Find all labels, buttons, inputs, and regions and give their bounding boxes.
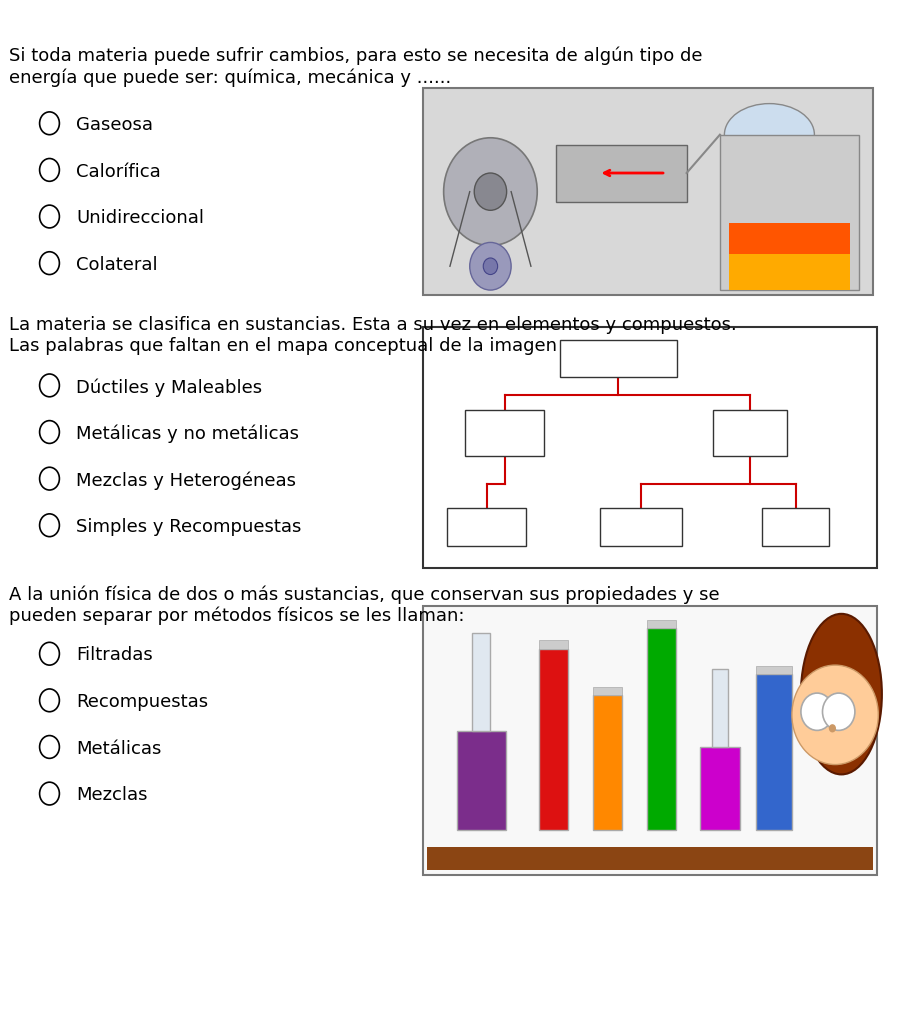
FancyBboxPatch shape [647, 620, 676, 628]
FancyBboxPatch shape [423, 606, 878, 875]
Circle shape [444, 138, 537, 246]
Circle shape [829, 724, 836, 732]
Text: Simples y Recompuestas: Simples y Recompuestas [76, 518, 302, 536]
Ellipse shape [801, 614, 882, 775]
FancyBboxPatch shape [472, 633, 491, 731]
Text: La materia se clasifica en sustancias. Esta a su vez en elementos y compuestos.
: La materia se clasifica en sustancias. E… [9, 316, 737, 354]
FancyBboxPatch shape [465, 410, 544, 456]
FancyBboxPatch shape [447, 509, 526, 546]
FancyBboxPatch shape [762, 509, 829, 546]
Text: Sustancias
puras: Sustancias puras [478, 423, 531, 444]
FancyBboxPatch shape [600, 509, 682, 546]
Text: Homogéneas: Homogéneas [612, 522, 670, 531]
FancyBboxPatch shape [423, 88, 873, 295]
Text: Metálicas: Metálicas [76, 740, 162, 757]
FancyBboxPatch shape [712, 669, 728, 747]
Text: Metálicas y no metálicas: Metálicas y no metálicas [76, 425, 299, 443]
FancyBboxPatch shape [756, 666, 792, 674]
Ellipse shape [725, 104, 814, 166]
Text: Materia: Materia [589, 351, 648, 366]
Circle shape [822, 693, 855, 730]
FancyBboxPatch shape [560, 340, 677, 377]
Text: A la unión física de dos o más sustancias, que conservan sus propiedades y se
pu: A la unión física de dos o más sustancia… [9, 585, 719, 626]
FancyBboxPatch shape [593, 687, 622, 695]
Text: Unidireccional: Unidireccional [76, 209, 204, 227]
FancyBboxPatch shape [427, 847, 873, 870]
FancyBboxPatch shape [700, 747, 740, 830]
Text: Mezclas y Heterogéneas: Mezclas y Heterogéneas [76, 471, 297, 490]
FancyBboxPatch shape [713, 410, 787, 456]
FancyBboxPatch shape [593, 695, 622, 830]
Text: Gaseosa: Gaseosa [76, 116, 154, 134]
Circle shape [474, 173, 507, 210]
Circle shape [801, 693, 834, 730]
Text: Compuestas: Compuestas [459, 522, 515, 531]
Text: Filtradas: Filtradas [76, 646, 153, 664]
Text: Calorífica: Calorífica [76, 163, 161, 180]
Text: Si toda materia puede sufrir cambios, para esto se necesita de algún tipo de
ene: Si toda materia puede sufrir cambios, pa… [9, 47, 703, 87]
Text: Mezclas: Mezclas [76, 786, 148, 804]
Circle shape [792, 665, 879, 765]
Circle shape [484, 258, 497, 275]
FancyBboxPatch shape [729, 223, 850, 290]
FancyBboxPatch shape [423, 327, 878, 568]
FancyBboxPatch shape [756, 674, 792, 830]
FancyBboxPatch shape [647, 628, 676, 830]
FancyBboxPatch shape [720, 135, 859, 290]
FancyBboxPatch shape [556, 145, 687, 202]
Circle shape [470, 242, 511, 290]
FancyBboxPatch shape [729, 254, 850, 290]
Text: Dúctiles y Maleables: Dúctiles y Maleables [76, 378, 262, 397]
FancyBboxPatch shape [539, 640, 568, 649]
Text: Colateral: Colateral [76, 256, 158, 274]
FancyBboxPatch shape [539, 649, 568, 830]
FancyBboxPatch shape [457, 731, 507, 830]
Text: Recompuestas: Recompuestas [76, 693, 209, 711]
